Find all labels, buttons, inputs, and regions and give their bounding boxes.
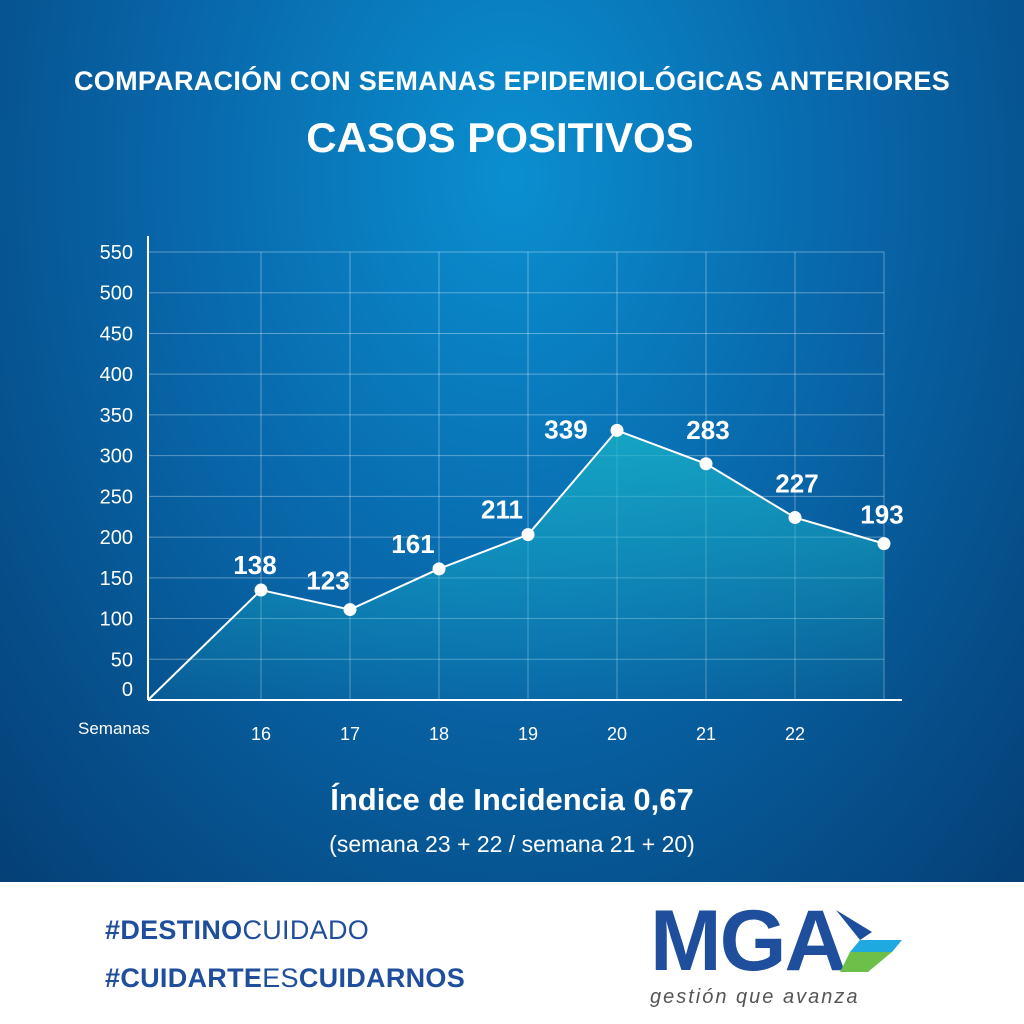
y-tick-label: 100 [100,609,133,631]
incidence-formula: (semana 23 + 22 / semana 21 + 20) [329,831,695,857]
hashtag-cuidarte-es-cuidarnos: #CUIDARTEESCUIDARNOS [105,963,465,994]
data-label: 339 [544,414,587,444]
y-tick-label: 350 [100,405,133,427]
data-point [877,537,891,551]
data-label: 138 [233,550,276,580]
area-fill [148,430,884,700]
hashtag-1-thin: CUIDADO [242,915,370,945]
hashtag-2-bold-b: CUIDARNOS [298,963,466,993]
data-point [432,562,446,576]
y-tick-label: 450 [100,323,133,345]
chart-title: CASOS POSITIVOS [306,114,694,161]
y-tick-label: 150 [100,568,133,590]
y-tick-label: 550 [100,242,133,264]
incidence-index: Índice de Incidencia 0,67 [330,782,694,817]
logo-wordmark: MGA [650,893,847,989]
x-tick-label: 16 [251,724,271,744]
y-tick-label: 250 [100,486,133,508]
y-tick-label: 0 [122,679,133,701]
x-tick-label: 21 [696,724,716,744]
x-axis-label: Semanas [78,719,150,738]
hashtag-1-bold: #DESTINO [105,915,243,945]
data-point [254,583,268,597]
x-tick-label: 19 [518,724,538,744]
data-label: 283 [686,415,729,445]
y-tick-label: 500 [100,283,133,305]
data-point [521,528,535,542]
data-point [699,457,713,471]
hashtag-2-thin: ES [262,963,299,993]
logo-arrow-icon [836,910,902,972]
chart-panel: COMPARACIÓN CON SEMANAS EPIDEMIOLÓGICAS … [0,0,1024,882]
data-label: 211 [481,495,523,525]
mga-logo: MGA gestión que avanza [640,893,930,1010]
data-label: 123 [306,566,349,596]
x-tick-label: 20 [607,724,627,744]
y-tick-label: 50 [111,649,133,671]
data-label: 227 [775,469,818,499]
hashtag-2-bold-a: #CUIDARTE [105,963,263,993]
data-label: 193 [860,500,903,530]
chart-supertitle: COMPARACIÓN CON SEMANAS EPIDEMIOLÓGICAS … [73,66,951,96]
data-label: 161 [391,529,434,559]
y-tick-label: 300 [100,446,133,468]
x-tick-label: 17 [340,724,360,744]
y-tick-label: 400 [100,364,133,386]
data-point [788,511,802,525]
data-point [610,423,624,437]
hashtag-destino-cuidado: #DESTINOCUIDADO [105,915,369,946]
y-tick-label: 200 [100,527,133,549]
data-point [343,603,357,617]
x-tick-label: 22 [785,724,805,744]
logo-tagline: gestión que avanza [650,986,860,1008]
line-chart: 0 50 100 150 200 250 300 350 400 450 500 550 16 17 18 1… [78,242,903,744]
x-tick-label: 18 [429,724,449,744]
